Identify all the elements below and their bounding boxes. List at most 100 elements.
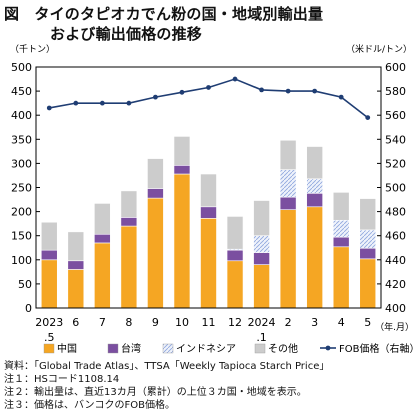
bar-segment-その他 bbox=[200, 173, 217, 208]
bar-segment-台湾 bbox=[120, 217, 138, 227]
bar-segment-中国 bbox=[173, 173, 191, 309]
bar-segment-台湾 bbox=[173, 165, 191, 175]
legend-swatch bbox=[254, 343, 266, 354]
bar-segment-中国 bbox=[147, 197, 164, 309]
bar-segment-台湾 bbox=[94, 233, 111, 244]
bar-segment-その他 bbox=[40, 221, 58, 251]
bar-segment-その他 bbox=[120, 190, 138, 218]
bar-segment-その他 bbox=[67, 231, 85, 262]
fob-price-line bbox=[49, 78, 369, 119]
bar-segment-台湾 bbox=[147, 188, 164, 199]
bar-segment-その他 bbox=[332, 192, 350, 221]
bar-segment-台湾 bbox=[200, 206, 217, 219]
bar-segment-中国 bbox=[359, 258, 377, 309]
bar-segment-中国 bbox=[332, 246, 350, 309]
bar-segment-中国 bbox=[94, 242, 111, 309]
x-tick-label: 12 bbox=[228, 316, 242, 329]
left-tick-label: 500 bbox=[11, 61, 32, 74]
bar-segment-インドネシア bbox=[332, 219, 350, 238]
fob-price-point bbox=[259, 87, 264, 93]
x-tick-label: 9 bbox=[152, 316, 159, 329]
right-tick-label: 440 bbox=[385, 254, 406, 267]
note-source: 資料：「Global Trade Atlas」、TTSA「Weekly Tapi… bbox=[4, 361, 330, 372]
fob-price-point bbox=[179, 89, 185, 95]
x-tick-label: 5 bbox=[364, 316, 371, 329]
bar-segment-その他 bbox=[147, 158, 164, 189]
left-tick-label: 300 bbox=[11, 157, 32, 170]
right-tick-label: 580 bbox=[385, 85, 406, 98]
left-tick-label: 350 bbox=[11, 133, 32, 146]
fob-price-point bbox=[99, 100, 105, 106]
legend-label: FOB価格（右軸） bbox=[339, 342, 419, 355]
bar-segment-インドネシア bbox=[279, 169, 297, 198]
plot-frame bbox=[35, 66, 382, 309]
bar-segment-中国 bbox=[279, 209, 297, 309]
bar-segment-中国 bbox=[40, 259, 58, 309]
legend-label: その他 bbox=[268, 342, 298, 355]
left-axis-unit: （千トン） bbox=[10, 44, 55, 55]
right-tick-label: 420 bbox=[385, 278, 406, 291]
left-tick-label: 250 bbox=[11, 182, 32, 195]
bar-segment-台湾 bbox=[332, 236, 350, 248]
fob-price-point bbox=[206, 85, 211, 90]
fob-price-point bbox=[338, 94, 344, 100]
x-tick-label: 8 bbox=[125, 316, 132, 329]
right-axis-unit: （米ドル/トン） bbox=[346, 43, 412, 55]
fob-price-point bbox=[232, 76, 238, 82]
x-tick-label: .1 bbox=[256, 331, 267, 344]
bar-segment-中国 bbox=[253, 264, 270, 309]
x-tick-label: 2 bbox=[285, 316, 292, 329]
bar-segment-インドネシア bbox=[359, 229, 377, 249]
right-tick-label: 400 bbox=[385, 302, 406, 315]
bar-segment-台湾 bbox=[67, 260, 85, 270]
legend-swatch bbox=[107, 343, 119, 354]
legend-label: 台湾 bbox=[121, 342, 141, 355]
legend-swatch bbox=[43, 343, 55, 354]
note-3: 注３：価格は、バンコクのFOB価格。 bbox=[4, 400, 175, 411]
bar-segment-インドネシア bbox=[253, 235, 270, 253]
fob-price-point bbox=[46, 105, 52, 111]
left-tick-label: 450 bbox=[11, 85, 32, 98]
fob-price-point bbox=[285, 88, 291, 94]
bar-segment-中国 bbox=[306, 206, 323, 309]
note-2: 注２：輸出量は、直近13カ月（累計）の上位３カ国・地域を表示。 bbox=[4, 387, 307, 398]
bar-segment-中国 bbox=[67, 269, 85, 309]
left-tick-label: 50 bbox=[18, 278, 32, 291]
bar-segment-その他 bbox=[94, 203, 111, 235]
bar-segment-台湾 bbox=[359, 247, 377, 260]
x-tick-label: 7 bbox=[99, 316, 106, 329]
legend-label: 中国 bbox=[57, 342, 77, 355]
right-tick-label: 460 bbox=[385, 230, 406, 243]
x-tick-label: 10 bbox=[175, 316, 189, 329]
bar-segment-その他 bbox=[173, 136, 191, 166]
bar-segment-中国 bbox=[200, 218, 217, 309]
bar-segment-インドネシア bbox=[306, 178, 323, 194]
right-tick-label: 480 bbox=[385, 206, 406, 219]
fob-price-point bbox=[126, 100, 132, 106]
legend-label: インドネシア bbox=[176, 343, 236, 355]
left-tick-label: 100 bbox=[11, 254, 32, 267]
right-tick-label: 600 bbox=[385, 61, 406, 74]
left-tick-label: 0 bbox=[25, 302, 32, 315]
bar-segment-中国 bbox=[120, 225, 138, 309]
bar-segment-その他 bbox=[226, 216, 244, 250]
fob-price-point bbox=[365, 115, 371, 121]
left-tick-label: 200 bbox=[11, 206, 32, 219]
legend-marker bbox=[325, 345, 331, 351]
x-axis-unit: （年.月） bbox=[375, 321, 414, 333]
notes: 資料：「Global Trade Atlas」、TTSA「Weekly Tapi… bbox=[4, 360, 329, 412]
fob-price-point bbox=[153, 94, 158, 100]
bar-segment-台湾 bbox=[306, 192, 323, 208]
chart-title-line2: および輸出価格の推移 bbox=[50, 25, 203, 43]
x-tick-label: 6 bbox=[72, 316, 79, 329]
fob-price-point bbox=[312, 88, 318, 94]
right-tick-label: 500 bbox=[385, 182, 406, 195]
chart-title-line1: 図 タイのタピオカでん粉の国・地域別輸出量 bbox=[4, 5, 324, 23]
chart-svg: （千トン） （米ドル/トン） 0 50 100 150 200 250 300 350 400 4… bbox=[10, 43, 419, 355]
left-tick-label: 150 bbox=[11, 230, 32, 243]
bar-segment-その他 bbox=[359, 198, 377, 231]
x-tick-label: 4 bbox=[338, 316, 345, 329]
bar-segment-その他 bbox=[253, 200, 270, 237]
x-tick-label: 2024 bbox=[248, 316, 276, 329]
right-tick-label: 540 bbox=[385, 133, 406, 146]
